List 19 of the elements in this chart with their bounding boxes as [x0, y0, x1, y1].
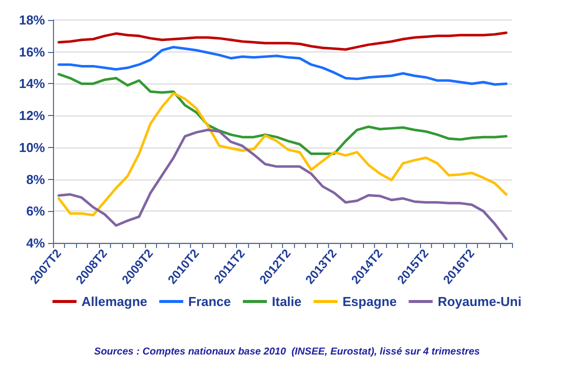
legend-label: Royaume-Uni [438, 294, 522, 309]
line-series [57, 128, 508, 240]
legend-label: Italie [272, 294, 302, 309]
y-tick-label: 12% [18, 108, 46, 124]
line-series [57, 46, 508, 86]
y-tick-label: 18% [18, 12, 46, 28]
legend-label: Allemagne [82, 294, 148, 309]
source-note: Sources : Comptes nationaux base 2010 (INSEE, Eurostat), lissé sur 4 trimestres [94, 346, 480, 358]
y-tick-label: 6% [26, 204, 46, 219]
y-tick-label: 8% [26, 172, 46, 187]
y-tick-label: 4% [26, 236, 46, 250]
line-series [57, 92, 508, 216]
y-tick-label: 10% [18, 140, 46, 155]
line-series [57, 72, 508, 156]
line-series [57, 31, 508, 51]
y-tick-label: 16% [18, 44, 46, 60]
y-tick-label: 14% [18, 76, 46, 92]
legend-label: France [188, 294, 231, 309]
legend-label: Espagne [342, 294, 397, 309]
